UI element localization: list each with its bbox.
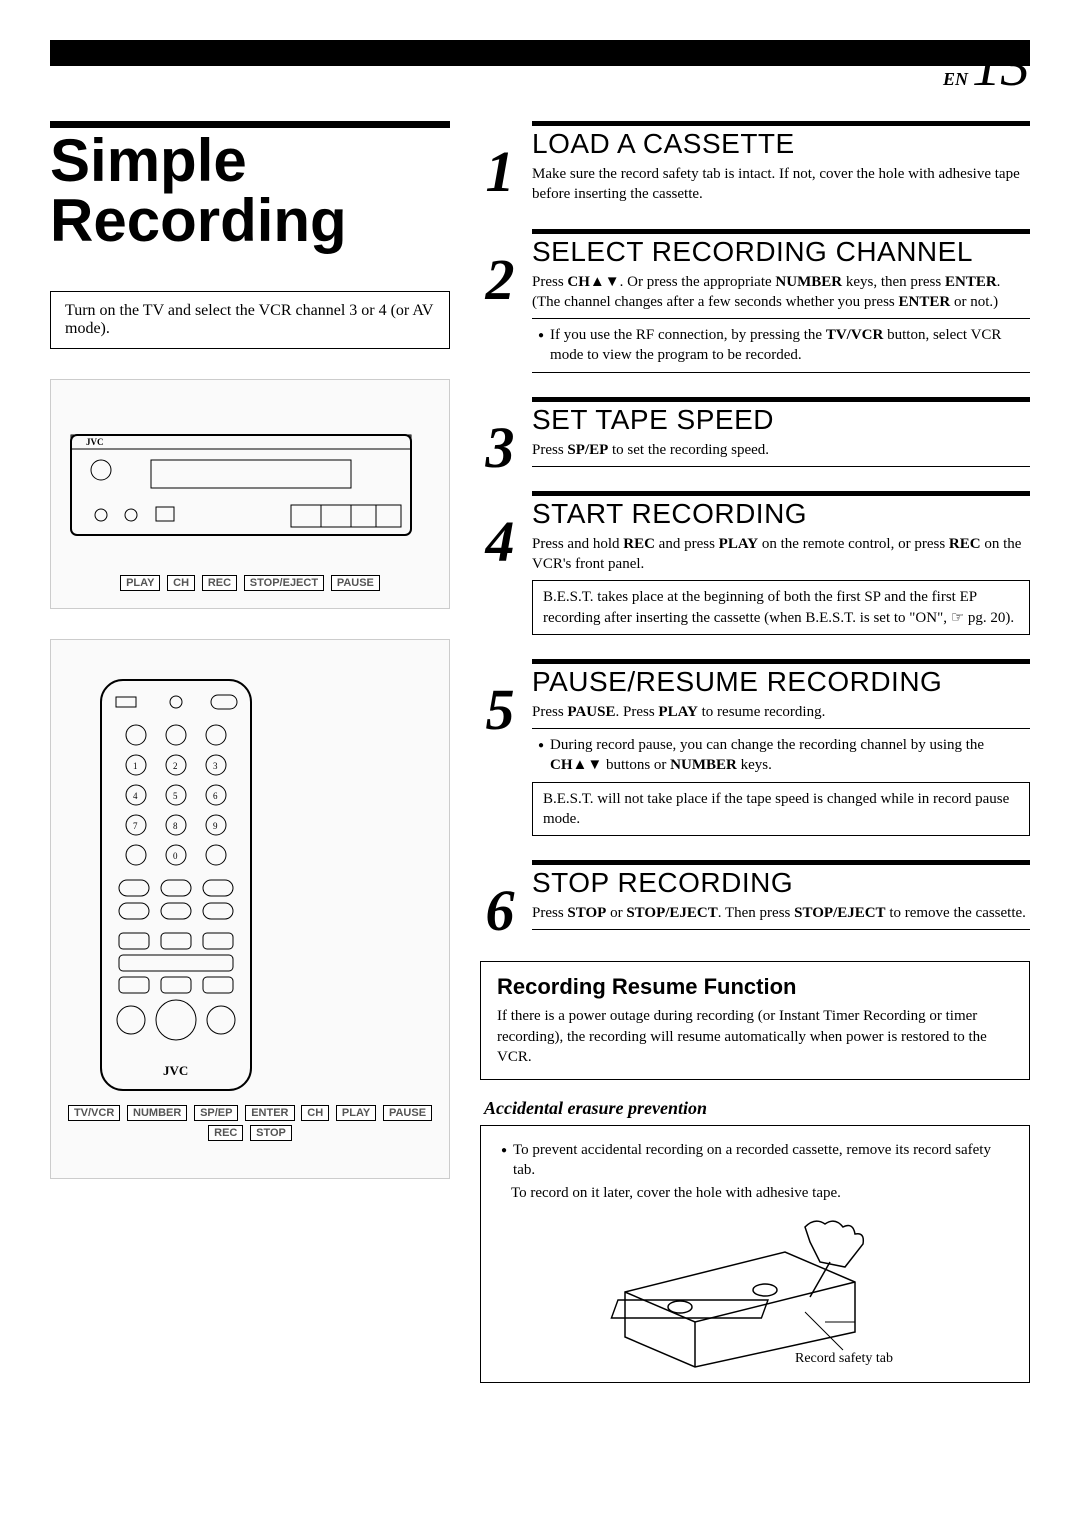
step-3-text: Press SP/EP to set the recording speed. — [532, 440, 1030, 460]
step-4-title: START RECORDING — [532, 498, 1030, 530]
svg-text:2: 2 — [173, 761, 178, 771]
erasure-box: To prevent accidental recording on a rec… — [480, 1125, 1030, 1383]
rule — [532, 229, 1030, 234]
vcr-label-play: PLAY — [120, 575, 160, 591]
rule — [532, 929, 1030, 930]
step-3: 3 SET TAPE SPEED Press SP/EP to set the … — [480, 397, 1030, 473]
svg-text:7: 7 — [133, 821, 138, 831]
vcr-svg: JVC — [61, 395, 421, 565]
page-lang: EN — [943, 69, 968, 89]
remote-label-number: NUMBER — [127, 1105, 187, 1121]
intro-box: Turn on the TV and select the VCR channe… — [50, 291, 450, 349]
step-2-text: Press CH▲▼. Or press the appropriate NUM… — [532, 272, 1030, 313]
vcr-diagram: JVC PLAY CH REC STOP/EJECT PAUSE — [50, 379, 450, 609]
svg-text:0: 0 — [173, 851, 178, 861]
step-2: 2 SELECT RECORDING CHANNEL Press CH▲▼. O… — [480, 229, 1030, 379]
header-bar: EN 13 — [50, 40, 1030, 66]
rule — [532, 372, 1030, 373]
resume-text: If there is a power outage during record… — [497, 1006, 1013, 1067]
remote-label-ch: CH — [301, 1105, 329, 1121]
main-title: Simple Recording — [50, 131, 450, 251]
step-4-num: 4 — [480, 491, 520, 641]
left-column: Simple Recording Turn on the TV and sele… — [50, 121, 450, 1383]
rule — [532, 860, 1030, 865]
step-6-title: STOP RECORDING — [532, 867, 1030, 899]
step-6: 6 STOP RECORDING Press STOP or STOP/EJEC… — [480, 860, 1030, 936]
remote-label-spep: SP/EP — [194, 1105, 238, 1121]
remote-svg: 1 2 3 4 5 6 7 8 9 0 JVC — [61, 675, 291, 1095]
step-2-num: 2 — [480, 229, 520, 379]
rule — [532, 121, 1030, 126]
rule — [532, 728, 1030, 729]
rule — [532, 466, 1030, 467]
remote-label-pause: PAUSE — [383, 1105, 432, 1121]
step-4: 4 START RECORDING Press and hold REC and… — [480, 491, 1030, 641]
step-4-box: B.E.S.T. takes place at the beginning of… — [532, 580, 1030, 635]
remote-label-rec: REC — [208, 1125, 243, 1141]
step-6-text: Press STOP or STOP/EJECT. Then press STO… — [532, 903, 1030, 923]
remote-label-enter: ENTER — [245, 1105, 294, 1121]
intro-text: Turn on the TV and select the VCR channe… — [65, 302, 433, 337]
step-6-num: 6 — [480, 860, 520, 936]
step-2-title: SELECT RECORDING CHANNEL — [532, 236, 1030, 268]
step-5: 5 PAUSE/RESUME RECORDING Press PAUSE. Pr… — [480, 659, 1030, 842]
vcr-label-rec: REC — [202, 575, 237, 591]
step-5-title: PAUSE/RESUME RECORDING — [532, 666, 1030, 698]
svg-text:JVC: JVC — [86, 437, 104, 447]
svg-text:5: 5 — [173, 791, 178, 801]
remote-label-stop: STOP — [250, 1125, 292, 1141]
rule — [532, 397, 1030, 402]
step-4-text: Press and hold REC and press PLAY on the… — [532, 534, 1030, 575]
step-1-num: 1 — [480, 121, 520, 211]
step-2-bullet: If you use the RF connection, by pressin… — [532, 325, 1030, 366]
svg-text:8: 8 — [173, 821, 178, 831]
right-column: 1 LOAD A CASSETTE Make sure the record s… — [480, 121, 1030, 1383]
vcr-label-ch: CH — [167, 575, 195, 591]
resume-box: Recording Resume Function If there is a … — [480, 961, 1030, 1080]
step-3-num: 3 — [480, 397, 520, 473]
step-5-box: B.E.S.T. will not take place if the tape… — [532, 782, 1030, 837]
remote-label-play: PLAY — [336, 1105, 376, 1121]
erasure-line2: To record on it later, cover the hole wi… — [495, 1185, 1015, 1202]
svg-text:1: 1 — [133, 761, 138, 771]
step-1-title: LOAD A CASSETTE — [532, 128, 1030, 160]
remote-label-tvvcr: TV/VCR — [68, 1105, 120, 1121]
step-1: 1 LOAD A CASSETTE Make sure the record s… — [480, 121, 1030, 211]
svg-text:6: 6 — [213, 791, 218, 801]
step-5-text: Press PAUSE. Press PLAY to resume record… — [532, 702, 1030, 722]
step-5-bullet: During record pause, you can change the … — [532, 735, 1030, 776]
svg-text:4: 4 — [133, 791, 138, 801]
vcr-label-stopeject: STOP/EJECT — [244, 575, 324, 591]
cassette-svg: Record safety tab — [595, 1212, 915, 1372]
svg-text:3: 3 — [213, 761, 218, 771]
remote-diagram: 1 2 3 4 5 6 7 8 9 0 JVC — [50, 639, 450, 1179]
step-5-num: 5 — [480, 659, 520, 842]
erasure-bullet: To prevent accidental recording on a rec… — [495, 1140, 1015, 1181]
rule — [532, 659, 1030, 664]
svg-text:9: 9 — [213, 821, 218, 831]
svg-text:JVC: JVC — [163, 1063, 188, 1078]
rule — [532, 491, 1030, 496]
page-number: EN 13 — [943, 32, 1030, 99]
page-num-value: 13 — [972, 33, 1030, 98]
rule — [532, 318, 1030, 319]
erasure-title: Accidental erasure prevention — [484, 1098, 1030, 1119]
vcr-label-pause: PAUSE — [331, 575, 380, 591]
safety-tab-label: Record safety tab — [795, 1351, 893, 1366]
step-1-text: Make sure the record safety tab is intac… — [532, 164, 1030, 205]
step-3-title: SET TAPE SPEED — [532, 404, 1030, 436]
resume-title: Recording Resume Function — [497, 974, 1013, 1000]
